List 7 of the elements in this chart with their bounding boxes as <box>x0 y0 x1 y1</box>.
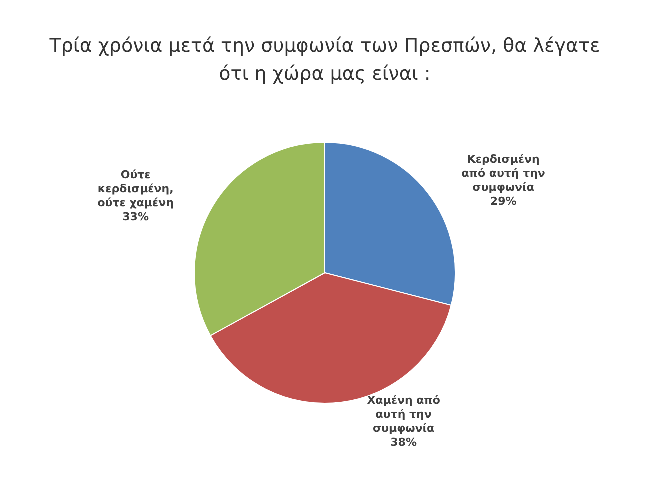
slice-label: Ούτε κερδισμένη, ούτε χαμένη <box>98 168 174 210</box>
data-label: 33% <box>122 210 149 224</box>
data-label: 29% <box>490 194 517 208</box>
slice-label: Χαμένη από αυτή την συμφωνία <box>367 394 441 435</box>
slice-label: Κερδισμένη από αυτή την συμφωνία <box>462 152 546 194</box>
data-label: 38% <box>390 436 417 449</box>
chart-title: Τρία χρόνια μετά την συμφωνία των Πρεσπών, θα λέγατε ότι η χώρα μας είναι : <box>48 34 602 87</box>
